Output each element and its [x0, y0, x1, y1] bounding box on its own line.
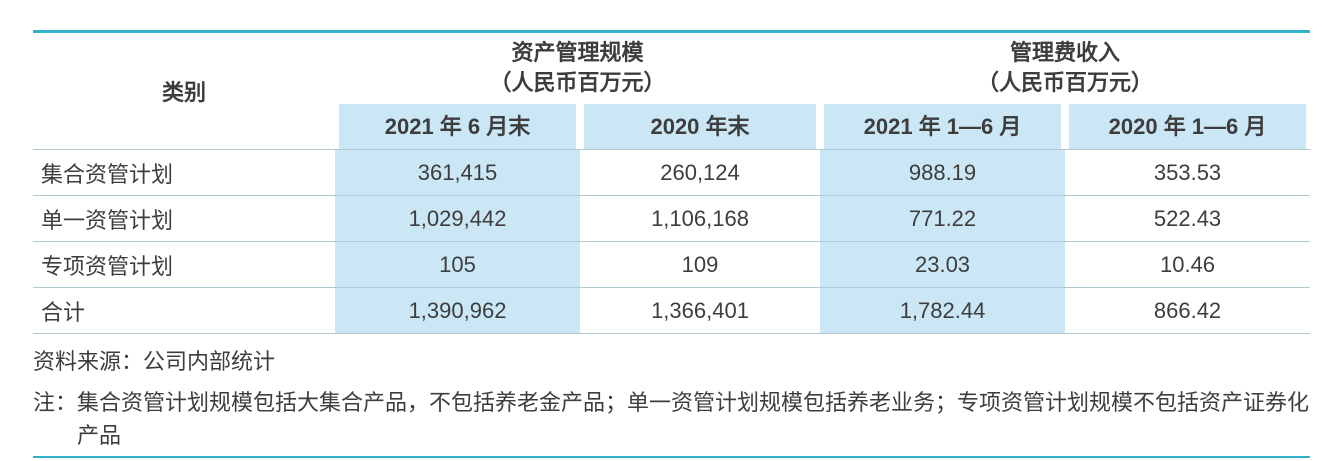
value-cell: 361,415 — [335, 149, 580, 196]
aum-fee-table: 类别 资产管理规模 （人民币百万元） 管理费收入 （人民币百万元） 2021 年… — [33, 30, 1311, 334]
value-cell: 1,390,962 — [335, 287, 580, 334]
row-label: 专项资管计划 — [33, 241, 335, 288]
column-header-label: 2020 年末 — [584, 103, 817, 149]
column-header-label: 2020 年 1—6 月 — [1069, 103, 1307, 149]
value-cell: 1,029,442 — [335, 195, 580, 242]
value-cell: 771.22 — [820, 195, 1066, 242]
footnote: 注： 集合资管计划规模包括大集合产品，不包括养老金产品；单一资管计划规模包括养老… — [33, 386, 1310, 452]
category-column-header: 类别 — [33, 31, 335, 150]
table-section: 类别 资产管理规模 （人民币百万元） 管理费收入 （人民币百万元） 2021 年… — [33, 30, 1311, 452]
value-cell: 105 — [335, 241, 580, 288]
bottom-divider — [33, 456, 1310, 458]
table-row-collective: 集合资管计划 361,415 260,124 988.19 353.53 — [33, 149, 1311, 196]
group-header-aum: 资产管理规模 （人民币百万元） — [335, 32, 820, 104]
column-header-row: 2021 年 6 月末 2020 年末 2021 年 1—6 月 2020 年 … — [33, 103, 1311, 150]
col-header-2021-jun-end: 2021 年 6 月末 — [335, 103, 580, 150]
footnote-text: 集合资管计划规模包括大集合产品，不包括养老金产品；单一资管计划规模包括养老业务；… — [77, 390, 1310, 448]
group-title-line1: 资产管理规模 — [511, 40, 644, 66]
table-row-single: 单一资管计划 1,029,442 1,106,168 771.22 522.43 — [33, 195, 1311, 242]
value-cell: 866.42 — [1065, 287, 1311, 334]
group-header-management-fee: 管理费收入 （人民币百万元） — [820, 32, 1310, 104]
row-label: 单一资管计划 — [33, 195, 335, 242]
row-label: 合计 — [33, 287, 335, 334]
col-header-2021-h1: 2021 年 1—6 月 — [820, 103, 1066, 150]
column-header-label: 2021 年 6 月末 — [339, 103, 576, 149]
group-title-line2: （人民币百万元） — [489, 70, 666, 96]
value-cell: 109 — [580, 241, 821, 288]
group-header-row: 类别 资产管理规模 （人民币百万元） 管理费收入 （人民币百万元） — [33, 31, 1310, 150]
group-title-line1: 管理费收入 — [1010, 40, 1121, 66]
col-header-2020-h1: 2020 年 1—6 月 — [1065, 103, 1311, 150]
value-cell: 988.19 — [820, 149, 1066, 196]
value-cell: 353.53 — [1065, 149, 1311, 196]
group-title-line2: （人民币百万元） — [977, 70, 1154, 96]
table-row-total: 合计 1,390,962 1,366,401 1,782.44 866.42 — [33, 287, 1311, 334]
source-note: 资料来源：公司内部统计 — [33, 349, 276, 374]
footnote-label: 注： — [33, 390, 78, 415]
value-cell: 260,124 — [580, 149, 821, 196]
row-label: 集合资管计划 — [33, 149, 335, 196]
col-header-2020-end: 2020 年末 — [580, 103, 821, 150]
value-cell: 1,782.44 — [820, 287, 1066, 334]
value-cell: 1,366,401 — [580, 287, 821, 334]
value-cell: 23.03 — [820, 241, 1066, 288]
column-header-label: 2021 年 1—6 月 — [824, 103, 1062, 149]
value-cell: 10.46 — [1065, 241, 1311, 288]
value-cell: 1,106,168 — [580, 195, 821, 242]
table-row-special: 专项资管计划 105 109 23.03 10.46 — [33, 241, 1311, 288]
value-cell: 522.43 — [1065, 195, 1311, 242]
